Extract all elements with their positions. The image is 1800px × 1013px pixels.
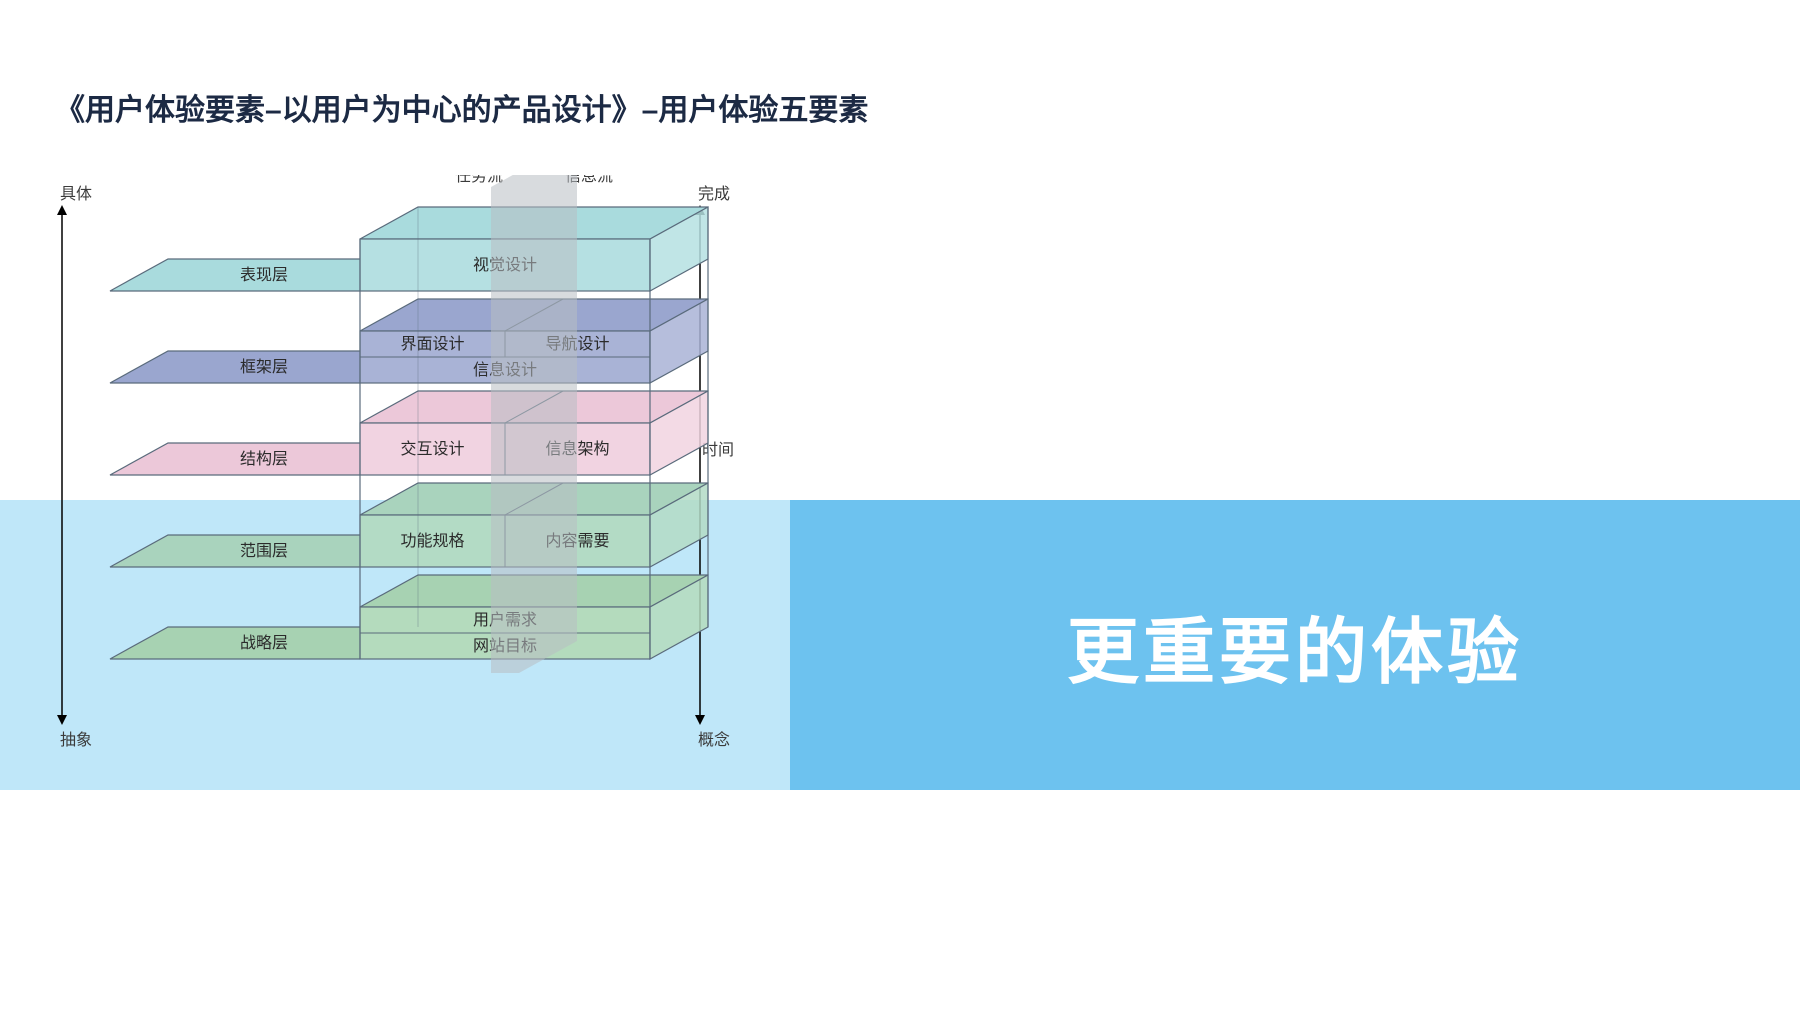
highlight-foreground: 更重要的体验 — [790, 500, 1800, 790]
layer-name: 表现层 — [240, 266, 288, 284]
layer-name: 框架层 — [240, 358, 288, 376]
layer-name: 范围层 — [240, 542, 288, 560]
svg-text:概念: 概念 — [698, 730, 730, 749]
highlight-text: 更重要的体验 — [1067, 593, 1523, 698]
ux-elements-diagram: 具体抽象完成概念时间任务流信息流表现层视觉设计框架层界面设计导航设计信息设计结构… — [40, 175, 760, 755]
layer-cell: 交互设计 — [400, 440, 464, 458]
layer-cell: 功能规格 — [400, 532, 464, 550]
layer-name: 战略层 — [240, 634, 288, 652]
page-title: 《用户体验要素–以用户为中心的产品设计》–用户体验五要素 — [55, 85, 868, 129]
svg-text:具体: 具体 — [60, 185, 92, 203]
layer-cell: 界面设计 — [400, 335, 464, 353]
svg-text:完成: 完成 — [698, 185, 730, 203]
svg-text:任务流: 任务流 — [455, 175, 503, 185]
layer-name: 结构层 — [240, 450, 288, 468]
svg-text:抽象: 抽象 — [60, 731, 92, 749]
